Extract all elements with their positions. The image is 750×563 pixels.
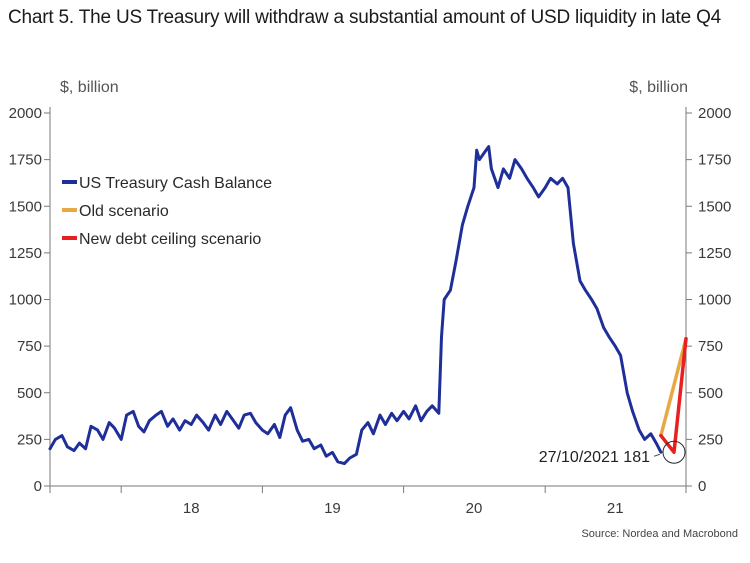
data-series <box>48 145 688 466</box>
y-tick-label-right: 250 <box>698 431 723 448</box>
y-tick-label-left: 750 <box>17 338 42 355</box>
y-tick-label-right: 500 <box>698 385 723 402</box>
y-tick-label-left: 1000 <box>9 292 42 309</box>
x-tick-label: 20 <box>466 500 483 517</box>
y-tick-label-left: 2000 <box>9 105 42 122</box>
y-tick-label-right: 2000 <box>698 105 731 122</box>
y-axis-unit-right: $, billion <box>629 79 688 96</box>
y-axis-unit-left: $, billion <box>60 79 119 96</box>
annotation: 27/10/2021 181 <box>539 440 686 466</box>
y-tick-label-left: 500 <box>17 385 42 402</box>
series-line-new-debt-ceiling-scenario <box>659 336 688 454</box>
legend: US Treasury Cash Balance Old scenario New … <box>62 175 272 248</box>
legend-label: Old scenario <box>79 203 169 220</box>
chart-title: Chart 5. The US Treasury will withdraw a… <box>8 7 722 28</box>
y-tick-label-right: 1500 <box>698 198 731 215</box>
annotation-circle <box>662 440 686 464</box>
x-tick-label: 21 <box>607 500 624 517</box>
y-tick-label-right: 750 <box>698 338 723 355</box>
y-tick-label-left: 1250 <box>9 245 42 262</box>
y-tick-label-right: 1250 <box>698 245 731 262</box>
y-tick-label-right: 1750 <box>698 152 731 169</box>
y-tick-label-left: 1750 <box>9 152 42 169</box>
y-tick-label-right: 0 <box>698 478 706 495</box>
y-tick-label-left: 250 <box>17 431 42 448</box>
y-tick-label-left: 1500 <box>9 198 42 215</box>
axis-ticks: 0 0 250 250 500 500 750 750 1000 1000 1250 1250 1500… <box>9 105 732 517</box>
x-tick-label: 18 <box>183 500 200 517</box>
annotation-label: 27/10/2021 181 <box>539 449 650 466</box>
y-tick-label-left: 0 <box>34 478 42 495</box>
legend-label: US Treasury Cash Balance <box>79 175 272 192</box>
source-note: Source: Nordea and Macrobond <box>581 528 738 540</box>
x-tick-label: 19 <box>324 500 341 517</box>
annotation-leader <box>653 453 661 457</box>
series-line-us-treasury-cash-balance <box>48 145 663 466</box>
legend-label: New debt ceiling scenario <box>79 231 261 248</box>
series-line-old-scenario <box>659 336 688 438</box>
y-tick-label-right: 1000 <box>698 292 731 309</box>
